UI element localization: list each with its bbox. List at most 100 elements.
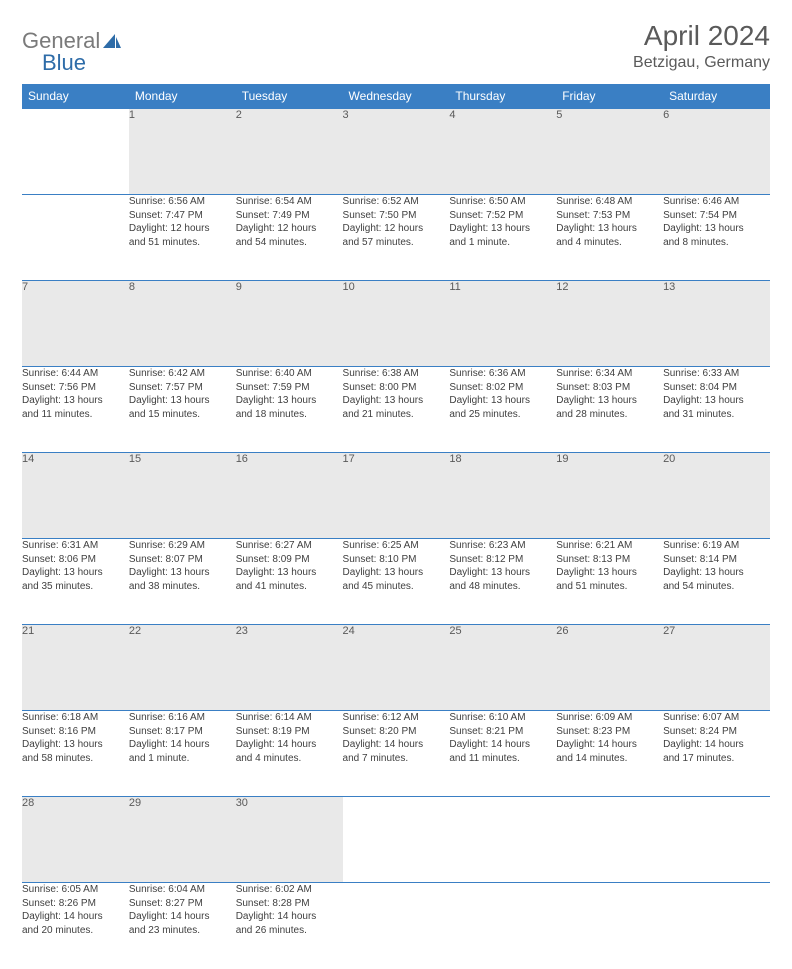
day-content-cell: Sunrise: 6:18 AMSunset: 8:16 PMDaylight:… bbox=[22, 711, 129, 797]
daylight-line-1: Daylight: 12 hours bbox=[343, 222, 450, 236]
sunset-line: Sunset: 8:26 PM bbox=[22, 897, 129, 911]
day-number-cell: 28 bbox=[22, 797, 129, 883]
day-content-cell: Sunrise: 6:07 AMSunset: 8:24 PMDaylight:… bbox=[663, 711, 770, 797]
weekday-header: Tuesday bbox=[236, 84, 343, 109]
day-number-cell bbox=[343, 797, 450, 883]
day-number-cell: 8 bbox=[129, 281, 236, 367]
sunrise-line: Sunrise: 6:04 AM bbox=[129, 883, 236, 897]
calendar-table: SundayMondayTuesdayWednesdayThursdayFrid… bbox=[22, 84, 770, 969]
sunset-line: Sunset: 8:19 PM bbox=[236, 725, 343, 739]
day-number-cell: 19 bbox=[556, 453, 663, 539]
daylight-line-1: Daylight: 13 hours bbox=[663, 566, 770, 580]
sunrise-line: Sunrise: 6:02 AM bbox=[236, 883, 343, 897]
sunset-line: Sunset: 7:52 PM bbox=[449, 209, 556, 223]
day-content-cell bbox=[663, 883, 770, 969]
sunrise-line: Sunrise: 6:56 AM bbox=[129, 195, 236, 209]
sunset-line: Sunset: 8:13 PM bbox=[556, 553, 663, 567]
day-content-cell: Sunrise: 6:16 AMSunset: 8:17 PMDaylight:… bbox=[129, 711, 236, 797]
day-number-cell: 22 bbox=[129, 625, 236, 711]
daylight-line-2: and 54 minutes. bbox=[663, 580, 770, 594]
daylight-line-1: Daylight: 13 hours bbox=[663, 222, 770, 236]
sunrise-line: Sunrise: 6:25 AM bbox=[343, 539, 450, 553]
daylight-line-2: and 18 minutes. bbox=[236, 408, 343, 422]
daylight-line-2: and 15 minutes. bbox=[129, 408, 236, 422]
day-number-cell: 21 bbox=[22, 625, 129, 711]
sunrise-line: Sunrise: 6:16 AM bbox=[129, 711, 236, 725]
day-content-cell: Sunrise: 6:54 AMSunset: 7:49 PMDaylight:… bbox=[236, 195, 343, 281]
sunset-line: Sunset: 8:20 PM bbox=[343, 725, 450, 739]
day-content-cell: Sunrise: 6:02 AMSunset: 8:28 PMDaylight:… bbox=[236, 883, 343, 969]
day-number-cell: 26 bbox=[556, 625, 663, 711]
day-content-cell: Sunrise: 6:50 AMSunset: 7:52 PMDaylight:… bbox=[449, 195, 556, 281]
sunset-line: Sunset: 8:00 PM bbox=[343, 381, 450, 395]
sunset-line: Sunset: 8:14 PM bbox=[663, 553, 770, 567]
month-title: April 2024 bbox=[633, 20, 770, 52]
day-number-row: 123456 bbox=[22, 109, 770, 195]
day-number-cell: 5 bbox=[556, 109, 663, 195]
daylight-line-2: and 11 minutes. bbox=[22, 408, 129, 422]
daylight-line-1: Daylight: 13 hours bbox=[236, 394, 343, 408]
daylight-line-2: and 45 minutes. bbox=[343, 580, 450, 594]
daylight-line-1: Daylight: 13 hours bbox=[449, 566, 556, 580]
sunrise-line: Sunrise: 6:42 AM bbox=[129, 367, 236, 381]
logo-sail-icon bbox=[103, 34, 121, 48]
day-number-cell: 7 bbox=[22, 281, 129, 367]
sunset-line: Sunset: 8:04 PM bbox=[663, 381, 770, 395]
daylight-line-1: Daylight: 12 hours bbox=[236, 222, 343, 236]
sunset-line: Sunset: 8:10 PM bbox=[343, 553, 450, 567]
day-content-cell: Sunrise: 6:38 AMSunset: 8:00 PMDaylight:… bbox=[343, 367, 450, 453]
sunset-line: Sunset: 8:28 PM bbox=[236, 897, 343, 911]
day-number-row: 282930 bbox=[22, 797, 770, 883]
sunrise-line: Sunrise: 6:12 AM bbox=[343, 711, 450, 725]
daylight-line-2: and 51 minutes. bbox=[129, 236, 236, 250]
daylight-line-2: and 25 minutes. bbox=[449, 408, 556, 422]
weekday-header: Sunday bbox=[22, 84, 129, 109]
day-content-cell bbox=[22, 195, 129, 281]
day-number-cell: 15 bbox=[129, 453, 236, 539]
day-number-cell bbox=[556, 797, 663, 883]
daylight-line-2: and 38 minutes. bbox=[129, 580, 236, 594]
daylight-line-2: and 35 minutes. bbox=[22, 580, 129, 594]
sunrise-line: Sunrise: 6:46 AM bbox=[663, 195, 770, 209]
daylight-line-1: Daylight: 13 hours bbox=[343, 566, 450, 580]
sunset-line: Sunset: 7:57 PM bbox=[129, 381, 236, 395]
sunset-line: Sunset: 8:12 PM bbox=[449, 553, 556, 567]
sunset-line: Sunset: 8:21 PM bbox=[449, 725, 556, 739]
sunset-line: Sunset: 8:06 PM bbox=[22, 553, 129, 567]
daylight-line-1: Daylight: 14 hours bbox=[236, 910, 343, 924]
daylight-line-1: Daylight: 14 hours bbox=[663, 738, 770, 752]
sunrise-line: Sunrise: 6:38 AM bbox=[343, 367, 450, 381]
day-number-row: 21222324252627 bbox=[22, 625, 770, 711]
day-number-cell: 23 bbox=[236, 625, 343, 711]
sunset-line: Sunset: 8:09 PM bbox=[236, 553, 343, 567]
sunset-line: Sunset: 7:56 PM bbox=[22, 381, 129, 395]
daylight-line-1: Daylight: 13 hours bbox=[22, 394, 129, 408]
daylight-line-1: Daylight: 13 hours bbox=[449, 394, 556, 408]
weekday-header: Thursday bbox=[449, 84, 556, 109]
day-content-cell: Sunrise: 6:36 AMSunset: 8:02 PMDaylight:… bbox=[449, 367, 556, 453]
day-number-cell: 6 bbox=[663, 109, 770, 195]
day-number-cell: 30 bbox=[236, 797, 343, 883]
day-content-cell: Sunrise: 6:12 AMSunset: 8:20 PMDaylight:… bbox=[343, 711, 450, 797]
sunrise-line: Sunrise: 6:23 AM bbox=[449, 539, 556, 553]
daylight-line-2: and 7 minutes. bbox=[343, 752, 450, 766]
sunrise-line: Sunrise: 6:31 AM bbox=[22, 539, 129, 553]
daylight-line-1: Daylight: 14 hours bbox=[343, 738, 450, 752]
day-number-cell: 24 bbox=[343, 625, 450, 711]
sunrise-line: Sunrise: 6:48 AM bbox=[556, 195, 663, 209]
day-content-cell: Sunrise: 6:48 AMSunset: 7:53 PMDaylight:… bbox=[556, 195, 663, 281]
sunset-line: Sunset: 7:47 PM bbox=[129, 209, 236, 223]
daylight-line-1: Daylight: 14 hours bbox=[129, 910, 236, 924]
daylight-line-1: Daylight: 13 hours bbox=[449, 222, 556, 236]
daylight-line-2: and 21 minutes. bbox=[343, 408, 450, 422]
day-content-cell: Sunrise: 6:44 AMSunset: 7:56 PMDaylight:… bbox=[22, 367, 129, 453]
day-number-row: 78910111213 bbox=[22, 281, 770, 367]
daylight-line-1: Daylight: 13 hours bbox=[663, 394, 770, 408]
sunrise-line: Sunrise: 6:18 AM bbox=[22, 711, 129, 725]
sunset-line: Sunset: 8:02 PM bbox=[449, 381, 556, 395]
sunset-line: Sunset: 8:24 PM bbox=[663, 725, 770, 739]
daylight-line-2: and 31 minutes. bbox=[663, 408, 770, 422]
day-number-cell bbox=[663, 797, 770, 883]
daylight-line-1: Daylight: 13 hours bbox=[22, 566, 129, 580]
daylight-line-2: and 51 minutes. bbox=[556, 580, 663, 594]
